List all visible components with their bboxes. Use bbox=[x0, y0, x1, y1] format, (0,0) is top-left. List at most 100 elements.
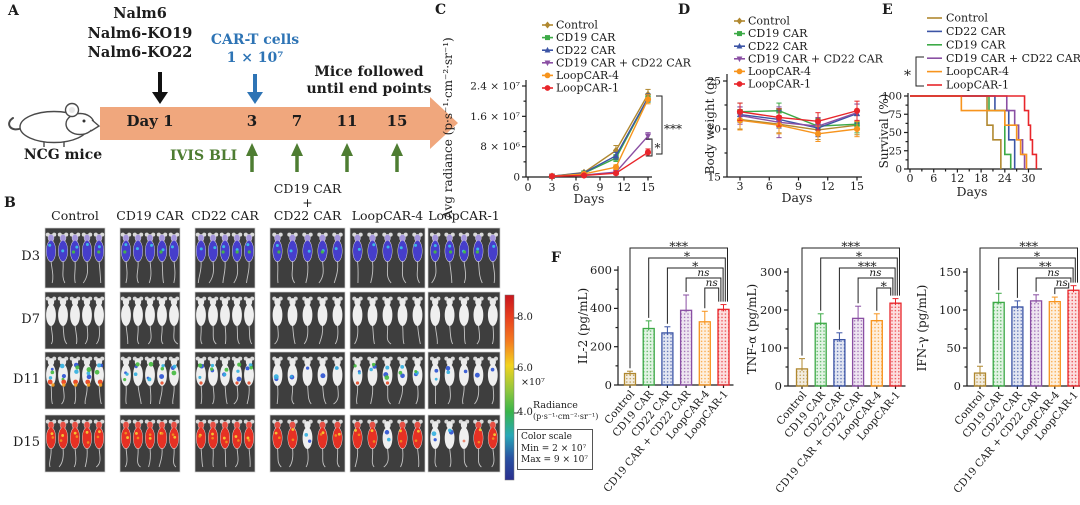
ivis-arrows bbox=[246, 143, 403, 172]
mouse bbox=[45, 419, 57, 468]
legend-label: CD19 CAR + CD22 CAR bbox=[946, 52, 1080, 65]
mouse bbox=[317, 232, 328, 284]
mouse bbox=[219, 356, 231, 405]
legend-item: CD22 CAR bbox=[927, 25, 1006, 38]
bar bbox=[679, 309, 693, 386]
mouse bbox=[207, 232, 219, 284]
mouse bbox=[458, 296, 470, 345]
x-tick-label: 18 bbox=[974, 172, 988, 185]
series-line bbox=[739, 110, 858, 127]
y-tick-label: 200 bbox=[760, 303, 782, 317]
mouse-cartoon bbox=[8, 102, 101, 147]
legend-item: CD22 CAR bbox=[542, 44, 616, 57]
legend-item: LoopCAR-1 bbox=[927, 79, 1009, 92]
mouse bbox=[156, 232, 168, 284]
survival-curve bbox=[910, 95, 1028, 169]
mouse bbox=[352, 232, 363, 284]
mouse bbox=[69, 232, 81, 284]
mouse bbox=[412, 232, 423, 284]
mouse-bli-image bbox=[349, 351, 426, 410]
mouse bbox=[302, 232, 313, 284]
legend-item: LoopCAR-1 bbox=[542, 82, 619, 95]
legend-label: LoopCAR-1 bbox=[946, 79, 1009, 92]
y-axis-label: IL-2 (pg/mL) bbox=[576, 288, 590, 364]
mouse-row-label: D15 bbox=[13, 434, 40, 450]
x-tick-label: 6 bbox=[930, 172, 937, 185]
mouse bbox=[272, 356, 283, 405]
y-tick-label: 15 bbox=[708, 172, 721, 184]
mouse bbox=[195, 232, 207, 284]
mouse-bli-grid bbox=[44, 227, 501, 473]
mouse bbox=[120, 232, 132, 284]
colorbar-tick-8: 8.0 bbox=[517, 312, 533, 323]
legend-label: CD19 CAR + CD22 CAR bbox=[556, 56, 692, 69]
mouse bbox=[397, 232, 408, 284]
y-axis-label: Survival (%) bbox=[877, 94, 891, 169]
mouse-row-label: D11 bbox=[13, 371, 40, 387]
mouse-column-header-line: CD22 CAR bbox=[191, 208, 259, 223]
significance-label: *** bbox=[858, 259, 878, 274]
mouse-bli-image bbox=[119, 291, 181, 350]
mouse bbox=[302, 356, 313, 405]
mouse bbox=[382, 419, 393, 468]
mouse bbox=[243, 419, 255, 468]
survival-curve bbox=[910, 95, 1016, 169]
significance-bracket: ns bbox=[704, 277, 720, 309]
bar bbox=[698, 321, 711, 386]
y-tick-label: 75 bbox=[889, 109, 902, 121]
bar bbox=[1029, 300, 1043, 387]
tumor-line: Nalm6-KO19 bbox=[87, 24, 193, 42]
legend-label: LoopCAR-1 bbox=[748, 78, 811, 91]
series-line bbox=[739, 112, 858, 127]
series-line bbox=[551, 97, 649, 177]
y-axis-label: Avg radiance (p·s⁻¹·cm⁻²·sr⁻¹) bbox=[441, 37, 455, 219]
mouse bbox=[430, 232, 441, 284]
mouse bbox=[317, 419, 328, 468]
significance-label: *** bbox=[669, 239, 689, 254]
mouse bbox=[132, 356, 144, 405]
mouse bbox=[132, 296, 144, 345]
y-axis-label: IFN-γ (pg/mL) bbox=[915, 285, 929, 372]
followed-text: Mice followed until end points bbox=[295, 64, 443, 98]
mouse bbox=[487, 419, 498, 468]
legend-item: Control bbox=[542, 19, 598, 32]
significance-label: *** bbox=[841, 239, 861, 254]
legend-item: LoopCAR-4 bbox=[734, 65, 811, 78]
significance-label: * bbox=[904, 68, 911, 84]
y-axis-label: Body weight (g) bbox=[703, 78, 717, 175]
legend-label: CD22 CAR bbox=[748, 40, 808, 53]
y-tick-label: 0 bbox=[895, 164, 902, 176]
legend-label: LoopCAR-4 bbox=[946, 65, 1009, 78]
mouse bbox=[57, 296, 69, 345]
x-tick-label: 15 bbox=[850, 180, 864, 193]
legend-item: LoopCAR-4 bbox=[542, 69, 619, 82]
cart-injection-arrow bbox=[247, 74, 263, 104]
x-tick-label: 12 bbox=[617, 181, 631, 194]
mouse-bli-image bbox=[194, 227, 256, 289]
legend-label: CD19 CAR + CD22 CAR bbox=[748, 52, 884, 65]
mouse bbox=[195, 296, 207, 345]
legend-label: LoopCAR-1 bbox=[556, 82, 619, 95]
legend-label: Control bbox=[748, 15, 790, 28]
y-tick-label: 100 bbox=[882, 91, 902, 103]
timeline-day3: 3 bbox=[246, 112, 258, 130]
mouse bbox=[243, 296, 255, 345]
ncg-mice-label: NCG mice bbox=[23, 147, 103, 163]
series-line bbox=[739, 119, 858, 135]
color-scale-title: Color scale bbox=[521, 432, 572, 442]
mouse bbox=[144, 232, 156, 284]
mouse bbox=[231, 232, 243, 284]
series-line bbox=[739, 118, 858, 131]
mouse-column-header-line: LoopCAR-1 bbox=[428, 208, 500, 223]
mouse bbox=[69, 419, 81, 468]
mouse bbox=[57, 356, 69, 405]
mouse bbox=[81, 296, 93, 345]
significance-label: ns bbox=[1047, 267, 1060, 279]
significance-bracket: * bbox=[998, 249, 1076, 291]
mouse bbox=[317, 356, 328, 405]
legend-label: CD19 CAR bbox=[556, 31, 616, 44]
mouse bbox=[132, 232, 144, 284]
bar bbox=[870, 319, 883, 387]
legend-item: Control bbox=[927, 12, 988, 25]
mouse bbox=[81, 419, 93, 468]
